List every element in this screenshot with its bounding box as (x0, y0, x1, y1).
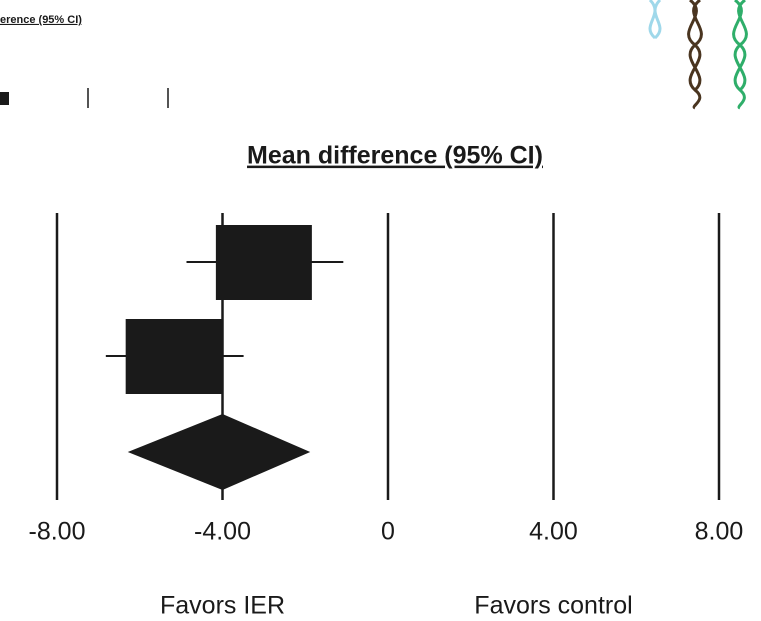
favors-left: Favors IER (160, 592, 285, 620)
chart-title: Mean difference (95% CI) (247, 142, 543, 170)
cropped-header: erence (95% CI) (0, 14, 82, 26)
x-tick-label: 4.00 (529, 518, 578, 546)
pooled-diamond (127, 414, 311, 490)
x-tick-label: -8.00 (29, 518, 86, 546)
x-tick-label: -4.00 (194, 518, 251, 546)
study-box (125, 319, 222, 394)
decor-icon (648, 0, 748, 110)
cropped-mark (0, 92, 9, 105)
study-box (215, 225, 312, 300)
favors-right: Favors control (474, 592, 632, 620)
x-tick-label: 8.00 (695, 518, 744, 546)
x-tick-label: 0 (381, 518, 395, 546)
